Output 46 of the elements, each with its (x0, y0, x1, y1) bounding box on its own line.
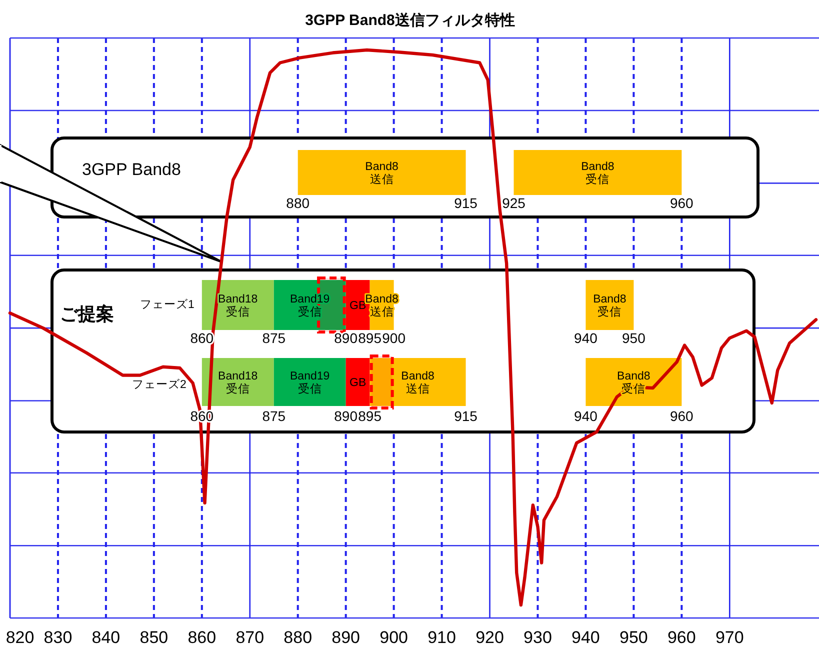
band-label: Band8 受信 (581, 161, 614, 186)
band-label: Band18 受信 (218, 370, 258, 396)
x-tick-label: 850 (140, 628, 168, 647)
band-label: Band8 受信 (593, 294, 626, 319)
annotation: 875 (262, 408, 286, 424)
x-tick-label: 870 (236, 628, 264, 647)
chart-title: 3GPP Band8送信フィルタ特性 (305, 12, 515, 29)
annotation: フェーズ1 (140, 298, 194, 311)
band-label: Band19 受信 (290, 370, 330, 396)
annotation: 940 (574, 408, 598, 424)
annotation: 880 (286, 195, 310, 211)
x-tick-label: 880 (284, 628, 312, 647)
annotation: 925 (502, 195, 526, 211)
x-tick-label: 820 (6, 628, 34, 647)
x-tick-label: 930 (524, 628, 552, 647)
annotation: フェーズ2 (132, 378, 186, 391)
x-tick-label: 960 (667, 628, 696, 647)
annotation: 940 (574, 330, 598, 346)
annotation: 890 (334, 408, 358, 424)
annotation: 960 (670, 408, 694, 424)
band-label: GB (350, 300, 366, 312)
annotation: 900 (382, 330, 406, 346)
x-tick-label: 860 (188, 628, 216, 647)
annotation: 3GPP Band8 (82, 160, 181, 179)
x-tick-label: 900 (380, 628, 408, 647)
x-tick-label: 840 (92, 628, 120, 647)
x-tick-label: 890 (332, 628, 360, 647)
annotation: 960 (670, 195, 694, 211)
x-tick-label: 950 (620, 628, 648, 647)
x-tick-label: 910 (428, 628, 456, 647)
annotation: 950 (622, 330, 646, 346)
x-tick-label: 970 (715, 628, 744, 647)
band-label: GB (350, 377, 366, 389)
annotation: 895 (358, 408, 382, 424)
annotation: ご提案 (60, 304, 114, 324)
band-label: Band18 受信 (218, 294, 258, 319)
x-tick-label: 940 (572, 628, 600, 647)
annotation: 890 (334, 330, 358, 346)
x-tick-label: 920 (476, 628, 504, 647)
annotation: 875 (262, 330, 286, 346)
annotation: 895 (358, 330, 382, 346)
annotation: 915 (454, 195, 478, 211)
band-label: Band8 送信 (365, 161, 398, 186)
annotation: 915 (454, 408, 478, 424)
x-tick-label: 830 (44, 628, 72, 647)
band-label: Band8 送信 (401, 370, 434, 396)
